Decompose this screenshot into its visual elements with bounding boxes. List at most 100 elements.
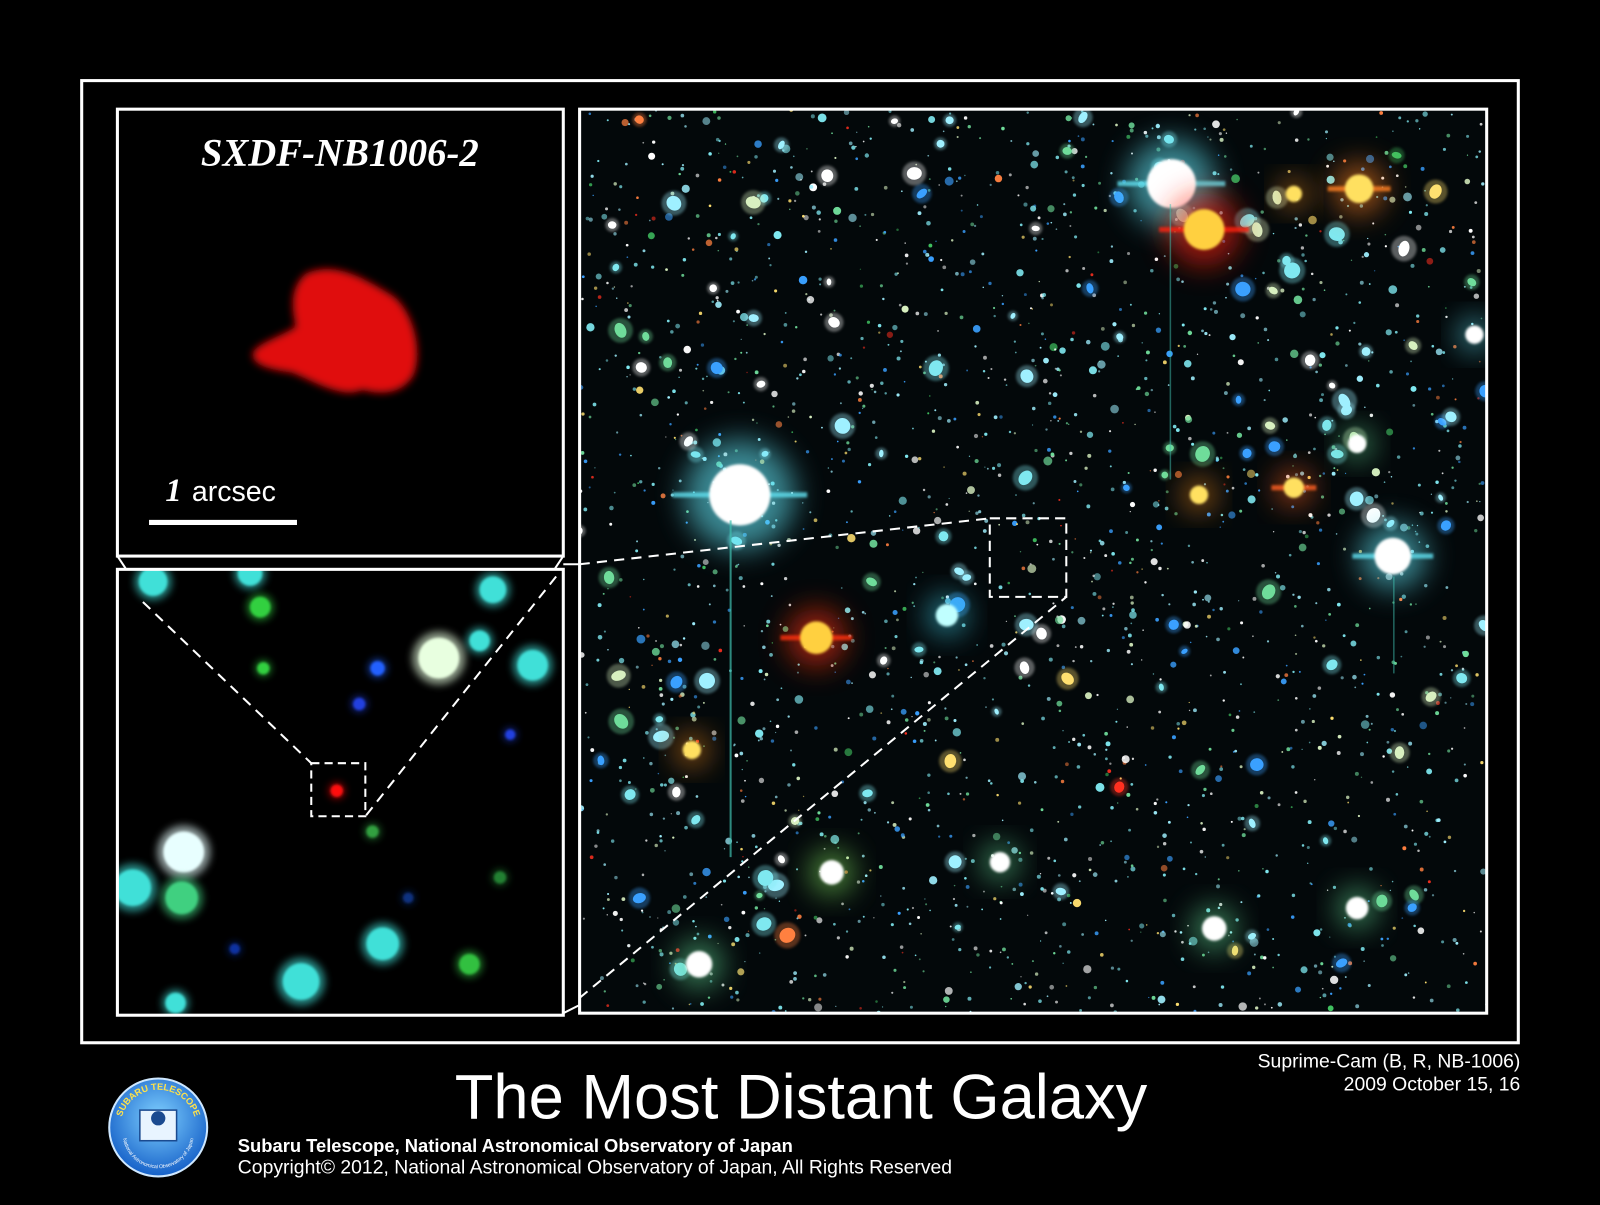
star	[864, 153, 870, 158]
star	[1267, 796, 1271, 800]
star	[1301, 253, 1305, 257]
galaxy	[879, 449, 884, 458]
star	[1263, 147, 1267, 151]
star	[712, 569, 718, 575]
star	[823, 847, 826, 850]
star	[680, 166, 685, 171]
star	[1010, 997, 1013, 1000]
galaxy	[624, 789, 636, 801]
galaxy	[672, 786, 681, 798]
star	[1150, 268, 1154, 273]
star	[649, 812, 654, 817]
star	[580, 451, 585, 455]
star	[687, 583, 691, 587]
star	[1201, 793, 1205, 798]
star	[938, 184, 940, 186]
star	[791, 409, 796, 413]
star	[660, 493, 666, 499]
star	[891, 646, 896, 651]
star	[1064, 170, 1068, 174]
star	[1470, 702, 1475, 707]
star	[1202, 827, 1206, 832]
star	[962, 798, 966, 801]
star	[1082, 733, 1086, 737]
star	[642, 1000, 646, 1004]
star	[748, 866, 750, 868]
star	[1464, 178, 1471, 185]
star	[991, 698, 995, 701]
star	[883, 185, 888, 190]
star	[887, 667, 889, 670]
star	[1228, 713, 1232, 717]
star	[1162, 841, 1167, 846]
star	[1319, 996, 1322, 999]
star	[1477, 514, 1485, 522]
star	[1003, 378, 1007, 381]
star	[1109, 762, 1112, 765]
zoom-source	[479, 576, 507, 604]
star	[1155, 617, 1159, 622]
star	[643, 982, 647, 986]
star	[998, 585, 1003, 590]
star	[1403, 164, 1408, 169]
star	[684, 775, 688, 779]
star	[606, 914, 608, 916]
star	[1100, 841, 1105, 845]
star	[784, 809, 787, 812]
bright-star	[935, 604, 959, 627]
star	[717, 116, 721, 120]
galaxy	[1407, 903, 1417, 912]
star	[1017, 194, 1020, 197]
star	[1065, 985, 1068, 987]
star	[1158, 499, 1160, 502]
star	[833, 373, 837, 376]
star	[1070, 812, 1074, 816]
galaxy	[962, 574, 972, 581]
star	[1209, 792, 1213, 796]
star	[1326, 164, 1330, 168]
star	[1036, 543, 1039, 546]
star	[1076, 283, 1081, 288]
bright-star	[1347, 434, 1367, 454]
star	[969, 259, 976, 265]
galaxy	[1235, 281, 1251, 297]
star	[1097, 595, 1102, 600]
star	[1079, 1009, 1083, 1012]
star	[1153, 811, 1158, 815]
star	[795, 191, 800, 196]
star	[1054, 615, 1064, 625]
galaxy	[1304, 354, 1316, 367]
star	[911, 456, 919, 464]
star	[942, 130, 945, 133]
star	[1357, 814, 1361, 818]
star	[1454, 479, 1457, 482]
bright-star	[1465, 325, 1484, 344]
star	[1152, 673, 1155, 675]
field-overlay	[562, 107, 1489, 1015]
star	[1366, 741, 1369, 744]
star	[795, 831, 799, 835]
star	[793, 971, 797, 975]
star	[1415, 224, 1422, 231]
star	[746, 324, 748, 326]
star	[1442, 351, 1446, 354]
star	[609, 522, 613, 526]
star	[865, 705, 874, 713]
star	[1258, 997, 1261, 1000]
galaxy	[1268, 286, 1278, 295]
star	[700, 1002, 704, 1006]
star	[886, 821, 890, 824]
star	[805, 450, 810, 454]
star	[1345, 364, 1348, 367]
star	[1006, 956, 1010, 959]
star	[840, 587, 843, 589]
star	[1395, 303, 1400, 308]
star	[1034, 364, 1037, 367]
star	[872, 420, 876, 424]
star	[1029, 307, 1033, 310]
galaxy	[1114, 781, 1125, 793]
star	[1389, 196, 1396, 203]
star	[1193, 590, 1198, 594]
star	[908, 817, 912, 821]
star	[661, 702, 665, 706]
